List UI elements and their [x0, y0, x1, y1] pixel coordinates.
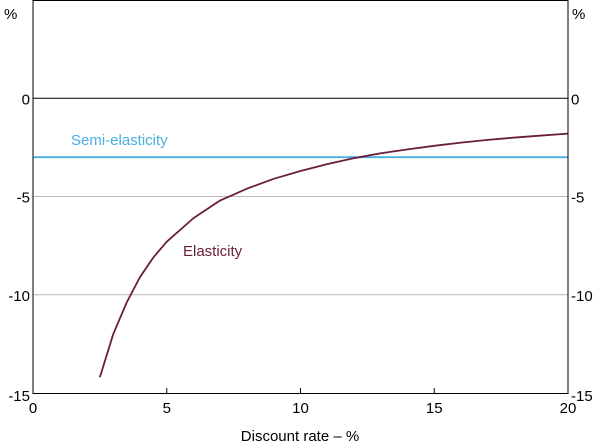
series-label-semi-elasticity: Semi-elasticity — [71, 132, 168, 149]
y-tick-label-left: -5 — [17, 190, 30, 207]
y-tick-label-right: 0 — [571, 91, 579, 108]
y-tick-label-right: -10 — [571, 288, 593, 305]
y-axis-unit-right: % — [572, 6, 585, 23]
x-tick-label: 5 — [163, 400, 171, 417]
plot-frame — [32, 0, 569, 394]
x-tick-label: 10 — [292, 400, 309, 417]
y-axis-unit-left: % — [4, 6, 17, 23]
x-tick-label: 15 — [426, 400, 443, 417]
tick-labels: 0 0-5 -5-10 -10-15 -150 5 10 15 20 — [8, 91, 592, 417]
series-lines — [33, 132, 569, 378]
y-tick-label-left: -15 — [8, 388, 30, 405]
gridlines — [33, 97, 568, 296]
series-label-elasticity: Elasticity — [183, 243, 243, 260]
series-line-elasticity — [99, 132, 569, 378]
x-tick-label: 20 — [560, 400, 577, 417]
y-tick-label-right: -5 — [571, 190, 584, 207]
x-tick-label: 0 — [29, 400, 37, 417]
y-tick-label-left: -10 — [8, 288, 30, 305]
y-tick-label-left: 0 — [22, 91, 30, 108]
x-axis-title: Discount rate – % — [241, 428, 359, 445]
y-tick-label-right: -15 — [571, 388, 593, 405]
